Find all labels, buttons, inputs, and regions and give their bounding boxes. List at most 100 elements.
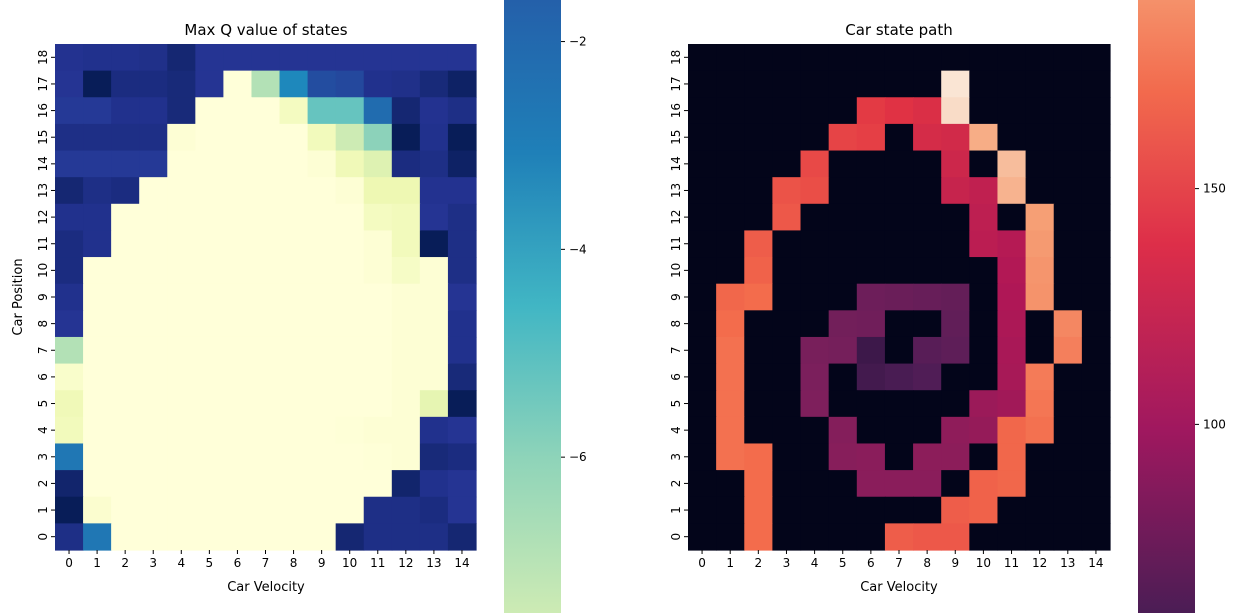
heatmap-cell — [1081, 177, 1111, 205]
heatmap-cell — [772, 523, 802, 551]
heatmap-cell — [1081, 310, 1111, 338]
heatmap-cell — [335, 443, 365, 471]
heatmap-cell — [335, 150, 365, 178]
heatmap-cell — [913, 443, 942, 471]
x-tick-label: 5 — [206, 556, 214, 570]
heatmap-cell — [800, 123, 830, 152]
heatmap-cell — [941, 123, 970, 152]
x-tick-label: 1 — [93, 556, 101, 570]
heatmap-cell — [363, 44, 393, 72]
heatmap-cell — [167, 523, 196, 551]
heatmap-cell — [716, 363, 745, 391]
heatmap-cell — [363, 283, 393, 311]
heatmap-cell — [139, 283, 168, 311]
colorbar-ticks-state-path: 100 150 — [1195, 182, 1226, 431]
heatmap-cell — [335, 97, 365, 125]
heatmap-cell — [800, 203, 830, 232]
heatmap-cell — [307, 230, 337, 258]
heatmap-cell — [55, 310, 84, 338]
heatmap-cell — [55, 496, 84, 524]
heatmap-cell — [167, 416, 196, 445]
x-tick-label: 4 — [177, 556, 185, 570]
heatmap-cell — [941, 257, 970, 285]
heatmap-cell — [363, 257, 393, 285]
heatmap-cell — [856, 257, 886, 285]
heatmap-cell — [884, 443, 914, 471]
heatmap-cell — [139, 443, 168, 471]
y-tick-label: 12 — [36, 209, 50, 224]
heatmap-cell — [688, 257, 717, 285]
heatmap-cell — [279, 523, 309, 551]
heatmap-cell — [223, 416, 253, 445]
heatmap-cell — [279, 70, 309, 98]
heatmap-cell — [167, 363, 196, 391]
heatmap-cell — [195, 97, 224, 125]
heatmap-cell — [856, 97, 886, 125]
heatmap-cell — [856, 416, 886, 445]
heatmap-cell — [913, 416, 942, 445]
heatmap-cell — [55, 97, 84, 125]
heatmap-cell — [744, 44, 773, 72]
heatmap-cell — [772, 230, 802, 258]
heatmap-cell — [83, 257, 112, 285]
heatmap-cell — [363, 523, 393, 551]
heatmap-cell — [447, 363, 477, 391]
heatmap-cell — [688, 44, 717, 72]
x-tick-label: 10 — [976, 556, 991, 570]
heatmap-cell — [83, 150, 112, 178]
y-tick-label: 4 — [36, 426, 50, 434]
heatmap-cell — [744, 523, 773, 551]
heatmap-cell — [111, 523, 140, 551]
heatmap-cell — [167, 257, 196, 285]
heatmap-cell — [419, 44, 449, 72]
heatmap-cell — [1025, 496, 1055, 524]
heatmap-cell — [55, 44, 84, 72]
heatmap-cell — [688, 470, 717, 498]
heatmap-cell — [251, 416, 281, 445]
heatmap-cell — [884, 283, 914, 311]
heatmap-cell — [913, 203, 942, 232]
heatmap-cell — [772, 363, 802, 391]
heatmap-cell — [279, 44, 309, 72]
heatmap-cell — [307, 470, 337, 498]
heatmap-cell — [1081, 44, 1111, 72]
heatmap-cell — [1025, 44, 1055, 72]
y-tick-label: 9 — [36, 293, 50, 301]
heatmap-cell — [307, 123, 337, 152]
heatmap-cell — [251, 203, 281, 232]
heatmap-cell — [828, 443, 858, 471]
heatmap-cell — [997, 70, 1027, 98]
heatmap-cell — [223, 336, 253, 365]
heatmap-cell — [363, 416, 393, 445]
heatmap-cell — [391, 496, 421, 524]
y-tick-label: 18 — [36, 50, 50, 65]
heatmap-cell — [1025, 470, 1055, 498]
heatmap-cell — [251, 336, 281, 365]
heatmap-cell — [744, 97, 773, 125]
heatmap-cell — [997, 230, 1027, 258]
heatmap-cell — [419, 523, 449, 551]
heatmap-cell — [1081, 230, 1111, 258]
heatmap-cell — [111, 443, 140, 471]
heatmap-cell — [307, 310, 337, 338]
heatmap-cell — [391, 470, 421, 498]
heatmap-cell — [772, 283, 802, 311]
x-tick-label: 9 — [951, 556, 959, 570]
heatmap-cell — [447, 336, 477, 365]
heatmap-cell — [363, 150, 393, 178]
heatmap-cell — [800, 496, 830, 524]
heatmap-cell — [997, 470, 1027, 498]
x-tick-label: 8 — [290, 556, 298, 570]
heatmap-cell — [969, 443, 999, 471]
heatmap-cell — [111, 123, 140, 152]
y-tick-label: 1 — [36, 506, 50, 514]
heatmap-cell — [391, 443, 421, 471]
y-tick-label: 8 — [36, 320, 50, 328]
heatmap-cell — [969, 336, 999, 365]
heatmap-cell — [335, 470, 365, 498]
heatmap-cell — [800, 150, 830, 178]
heatmap-cell — [856, 363, 886, 391]
heatmap-cell — [1053, 390, 1083, 418]
heatmap-cell — [83, 230, 112, 258]
heatmap-cell — [391, 310, 421, 338]
